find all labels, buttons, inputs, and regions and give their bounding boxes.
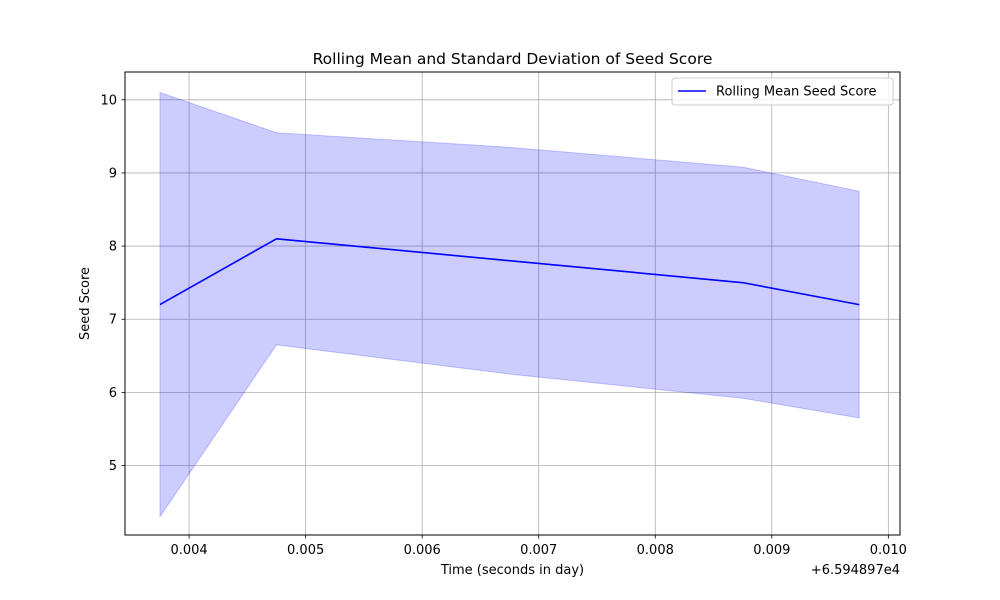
y-axis-ticks: 5 6 7 8 9 10 (100, 93, 125, 474)
std-band-group (159, 91, 860, 519)
x-tick-label: 0.009 (753, 543, 790, 558)
series-line-rolling-mean (159, 237, 860, 306)
chart-title: Rolling Mean and Standard Deviation of S… (313, 50, 713, 68)
series-lines (159, 237, 860, 306)
x-tick-label: 0.005 (287, 543, 324, 558)
grid (125, 72, 900, 535)
x-axis-ticks: 0.004 0.005 0.006 0.007 0.008 0.009 0.010 (170, 535, 907, 558)
y-tick-label: 6 (109, 386, 117, 401)
legend: Rolling Mean Seed Score (671, 77, 894, 106)
y-tick-label: 9 (109, 166, 117, 181)
plot-frame (124, 71, 901, 536)
x-axis-label: Time (seconds in day) (440, 563, 584, 578)
x-tick-label: 0.010 (870, 543, 907, 558)
x-axis-offset-label: +6.594897e4 (811, 563, 900, 578)
y-tick-label: 5 (109, 459, 117, 474)
y-tick-label: 10 (100, 93, 117, 108)
y-tick-label: 8 (109, 240, 117, 255)
std-band (159, 91, 860, 519)
x-tick-label: 0.006 (404, 543, 441, 558)
legend-box (671, 77, 894, 106)
x-tick-label: 0.004 (170, 543, 207, 558)
y-axis-label: Seed Score (78, 267, 93, 340)
legend-label: Rolling Mean Seed Score (716, 85, 876, 100)
x-tick-label: 0.007 (520, 543, 557, 558)
y-tick-label: 7 (109, 313, 117, 328)
x-tick-label: 0.008 (637, 543, 674, 558)
